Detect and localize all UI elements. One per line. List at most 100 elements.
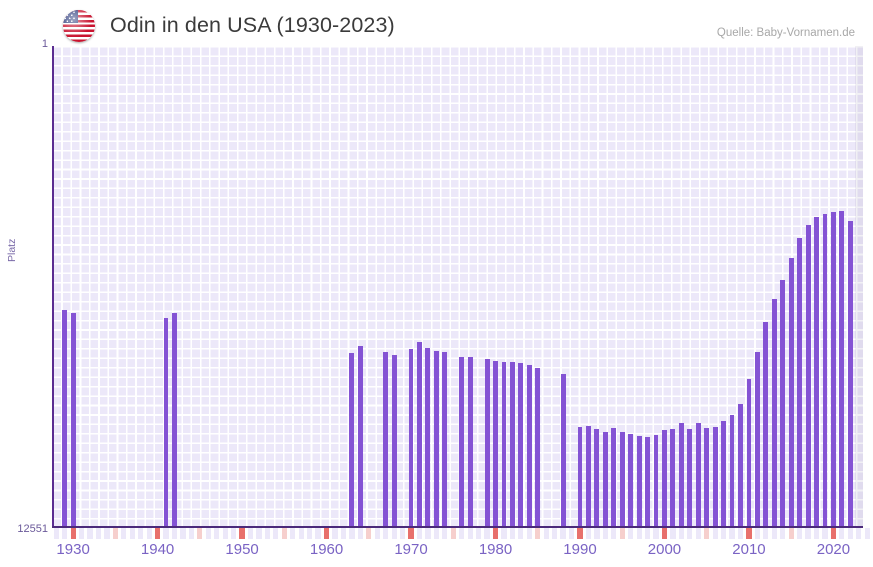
bar-2013 bbox=[771, 298, 777, 527]
x-tick-filler bbox=[771, 528, 777, 539]
bar-1990 bbox=[577, 427, 583, 527]
x-tick-filler bbox=[383, 528, 389, 539]
x-tick-filler bbox=[180, 528, 186, 539]
x-tick-filler bbox=[568, 528, 575, 539]
x-tick-filler bbox=[290, 528, 296, 539]
x-tick-filler bbox=[560, 528, 566, 539]
x-tick-filler bbox=[357, 528, 363, 539]
x-tick-filler bbox=[644, 528, 651, 539]
x-tick-filler bbox=[509, 528, 516, 539]
x-tick-filler bbox=[256, 528, 262, 539]
bar-2007 bbox=[721, 420, 727, 527]
bar-1983 bbox=[518, 363, 524, 527]
x-tick-minor-1985 bbox=[535, 528, 541, 539]
y-axis-labels: 1 12551 bbox=[0, 38, 48, 535]
x-tick-filler bbox=[856, 528, 862, 539]
x-tick-minor-1965 bbox=[366, 528, 372, 539]
bar-2009 bbox=[738, 403, 743, 527]
x-tick-major-1970 bbox=[408, 528, 414, 539]
plot-area bbox=[52, 46, 863, 527]
bar-2015 bbox=[788, 257, 794, 527]
x-tick-filler bbox=[273, 528, 279, 539]
x-tick-filler bbox=[138, 528, 144, 539]
x-tick-minor-1995 bbox=[619, 528, 625, 539]
bar-1974 bbox=[442, 352, 448, 527]
x-tick-minor-2005 bbox=[704, 528, 710, 539]
x-tick-filler bbox=[501, 528, 507, 539]
x-tick-filler bbox=[737, 528, 744, 539]
x-tick-filler bbox=[813, 528, 820, 539]
bar-2022 bbox=[847, 220, 853, 527]
bar-2019 bbox=[822, 214, 828, 527]
x-tick-filler bbox=[670, 528, 676, 539]
x-tick-filler bbox=[146, 528, 152, 539]
x-tick-filler bbox=[467, 528, 473, 539]
x-tick-filler bbox=[95, 528, 102, 539]
x-tick-filler bbox=[332, 528, 338, 539]
bar-1991 bbox=[585, 426, 591, 527]
x-tick-major-2010 bbox=[746, 528, 752, 539]
bar-1929 bbox=[62, 309, 68, 527]
y-axis-line bbox=[52, 46, 54, 527]
x-tick-filler bbox=[53, 528, 59, 539]
x-tick-filler bbox=[247, 528, 254, 539]
x-tick-filler bbox=[552, 528, 558, 539]
x-tick-filler bbox=[442, 528, 448, 539]
x-tick-filler bbox=[543, 528, 549, 539]
x-tick-filler bbox=[695, 528, 701, 539]
bar-1988 bbox=[560, 374, 566, 527]
y-axis-max-label: 1 bbox=[41, 38, 48, 50]
x-tick-filler bbox=[315, 528, 321, 539]
x-tick-filler bbox=[653, 528, 659, 539]
bar-2008 bbox=[729, 414, 735, 527]
bar-2018 bbox=[814, 216, 819, 527]
x-tick-filler bbox=[188, 528, 194, 539]
bar-2010 bbox=[746, 379, 752, 527]
bar-2021 bbox=[839, 210, 845, 527]
x-tick-filler bbox=[594, 528, 600, 539]
x-axis-tick-label-1960: 1960 bbox=[309, 541, 344, 558]
x-tick-filler bbox=[231, 528, 237, 539]
x-axis-tick-label-1970: 1970 bbox=[394, 541, 428, 558]
x-tick-filler bbox=[425, 528, 431, 539]
x-axis-tick-label-1950: 1950 bbox=[225, 541, 259, 558]
x-tick-filler bbox=[104, 528, 110, 539]
x-tick-filler bbox=[340, 528, 347, 539]
x-tick-filler bbox=[214, 528, 220, 539]
bar-2016 bbox=[797, 237, 803, 527]
bar-1985 bbox=[535, 368, 541, 527]
source-credit: Quelle: Baby-Vornamen.de bbox=[716, 27, 855, 39]
x-tick-major-1990 bbox=[577, 528, 583, 539]
x-tick-major-2000 bbox=[661, 528, 668, 539]
x-tick-minor-1955 bbox=[281, 528, 287, 539]
x-tick-major-1940 bbox=[154, 528, 161, 539]
chart-header: Odin in den USA (1930-2023) Quelle: Baby… bbox=[0, 0, 873, 42]
bar-1979 bbox=[484, 359, 490, 527]
x-tick-filler bbox=[628, 528, 634, 539]
x-tick-filler bbox=[636, 528, 642, 539]
bar-1963 bbox=[349, 352, 355, 527]
x-tick-filler bbox=[129, 528, 135, 539]
x-tick-major-1930 bbox=[70, 528, 76, 539]
bar-1967 bbox=[383, 351, 389, 527]
x-axis-tick-label-2010: 2010 bbox=[732, 541, 766, 558]
bar-2014 bbox=[780, 279, 786, 527]
x-tick-filler bbox=[307, 528, 313, 539]
x-axis-labels: 1930 1940 1950 1960 1970 1980 1990 2000 2010 2020 bbox=[0, 541, 873, 563]
no-data-shaded-region bbox=[854, 46, 863, 527]
bar-1997 bbox=[636, 436, 642, 527]
bar-2003 bbox=[687, 429, 693, 527]
x-tick-filler bbox=[602, 528, 608, 539]
x-axis-tick-strip bbox=[52, 528, 870, 539]
x-tick-filler bbox=[205, 528, 211, 539]
x-tick-filler bbox=[797, 528, 803, 539]
flag-gloss bbox=[63, 10, 95, 42]
x-tick-major-1980 bbox=[492, 528, 499, 539]
x-tick-major-1960 bbox=[323, 528, 330, 539]
x-tick-filler bbox=[763, 528, 769, 539]
x-tick-filler bbox=[264, 528, 271, 539]
x-tick-filler bbox=[729, 528, 735, 539]
bar-1994 bbox=[611, 428, 617, 527]
x-tick-filler bbox=[611, 528, 617, 539]
